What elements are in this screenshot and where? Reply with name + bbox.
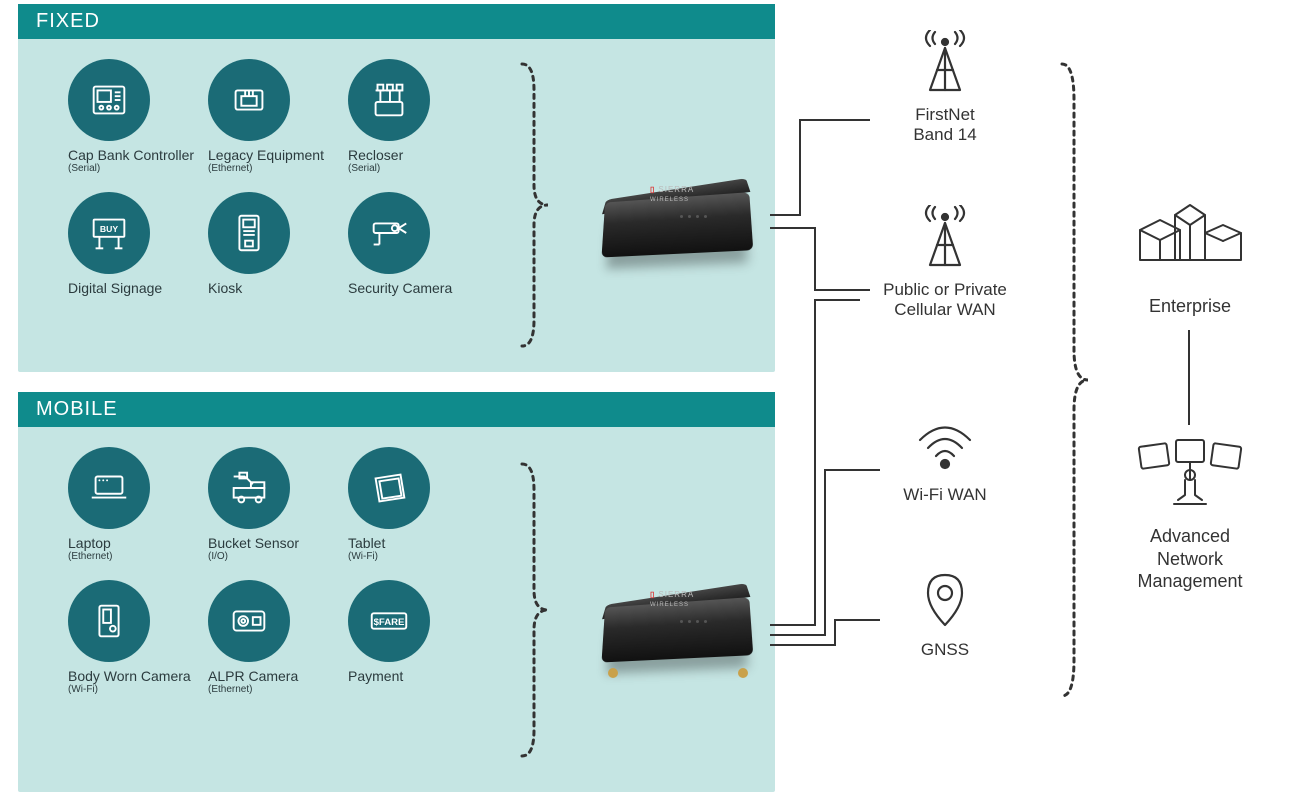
item-bucket: Bucket Sensor (I/O) bbox=[208, 447, 338, 562]
label: Payment bbox=[348, 668, 478, 684]
router-logo: ▯ bbox=[650, 590, 655, 599]
label: Legacy Equipment bbox=[208, 147, 338, 163]
ent-enterprise: Enterprise bbox=[1095, 200, 1285, 318]
net-cellular: Public or PrivateCellular WAN bbox=[860, 205, 1030, 321]
net-gnss: GNSS bbox=[860, 565, 1030, 660]
item-bodycam: Body Worn Camera (Wi-Fi) bbox=[68, 580, 198, 695]
item-payment: $FARE Payment bbox=[348, 580, 478, 695]
sub: (Ethernet) bbox=[208, 684, 338, 695]
label: Public or PrivateCellular WAN bbox=[860, 280, 1030, 321]
label: Kiosk bbox=[208, 280, 338, 296]
bodycam-icon bbox=[68, 580, 150, 662]
brace-enterprise bbox=[1060, 60, 1090, 700]
tablet-icon bbox=[348, 447, 430, 529]
item-laptop: Laptop (Ethernet) bbox=[68, 447, 198, 562]
label: GNSS bbox=[860, 640, 1030, 660]
signage-icon: BUY bbox=[68, 192, 150, 274]
item-legacy: Legacy Equipment (Ethernet) bbox=[208, 59, 338, 174]
mobile-header: MOBILE bbox=[18, 392, 775, 427]
net-wifi: Wi-Fi WAN bbox=[860, 410, 1030, 505]
net-firstnet: FirstNetBand 14 bbox=[860, 30, 1030, 146]
label: Laptop bbox=[68, 535, 198, 551]
label: Security Camera bbox=[348, 280, 478, 296]
label: Wi-Fi WAN bbox=[860, 485, 1030, 505]
label: ALPR Camera bbox=[208, 668, 338, 684]
item-kiosk: Kiosk bbox=[208, 192, 338, 296]
sub: (Serial) bbox=[68, 163, 198, 174]
router-fixed: ▯SIERRAWIRELESS bbox=[580, 175, 770, 285]
sub: (Wi-Fi) bbox=[68, 684, 198, 695]
label: FirstNetBand 14 bbox=[860, 105, 1030, 146]
brace-fixed bbox=[520, 60, 550, 350]
svg-text:$FARE: $FARE bbox=[374, 617, 405, 628]
item-security-cam: Security Camera bbox=[348, 192, 478, 296]
label: Enterprise bbox=[1095, 295, 1285, 318]
item-cap-bank: Cap Bank Controller (Serial) bbox=[68, 59, 198, 174]
fixed-header: FIXED bbox=[18, 4, 775, 39]
truck-icon bbox=[208, 447, 290, 529]
payment-icon: $FARE bbox=[348, 580, 430, 662]
controller-icon bbox=[68, 59, 150, 141]
label: AdvancedNetworkManagement bbox=[1095, 525, 1285, 593]
item-recloser: Recloser (Serial) bbox=[348, 59, 478, 174]
label: Tablet bbox=[348, 535, 478, 551]
sub: (Ethernet) bbox=[68, 551, 198, 562]
item-tablet: Tablet (Wi-Fi) bbox=[348, 447, 478, 562]
svg-text:BUY: BUY bbox=[100, 224, 118, 234]
label: Cap Bank Controller bbox=[68, 147, 198, 163]
label: Digital Signage bbox=[68, 280, 198, 296]
alpr-icon bbox=[208, 580, 290, 662]
camera-icon bbox=[348, 192, 430, 274]
item-signage: BUY Digital Signage bbox=[68, 192, 198, 296]
recloser-icon bbox=[348, 59, 430, 141]
laptop-icon bbox=[68, 447, 150, 529]
label: Bucket Sensor bbox=[208, 535, 338, 551]
label: Recloser bbox=[348, 147, 478, 163]
sub: (I/O) bbox=[208, 551, 338, 562]
sub: (Serial) bbox=[348, 163, 478, 174]
brace-mobile bbox=[520, 460, 550, 760]
label: Body Worn Camera bbox=[68, 668, 198, 684]
sub: (Wi-Fi) bbox=[348, 551, 478, 562]
router-logo: ▯ bbox=[650, 185, 655, 194]
ent-anm: AdvancedNetworkManagement bbox=[1095, 430, 1285, 593]
router-mobile: ▯SIERRAWIRELESS bbox=[580, 580, 770, 690]
sub: (Ethernet) bbox=[208, 163, 338, 174]
item-alpr: ALPR Camera (Ethernet) bbox=[208, 580, 338, 695]
enterprise-link bbox=[1188, 330, 1190, 425]
ethernet-port-icon bbox=[208, 59, 290, 141]
kiosk-icon bbox=[208, 192, 290, 274]
